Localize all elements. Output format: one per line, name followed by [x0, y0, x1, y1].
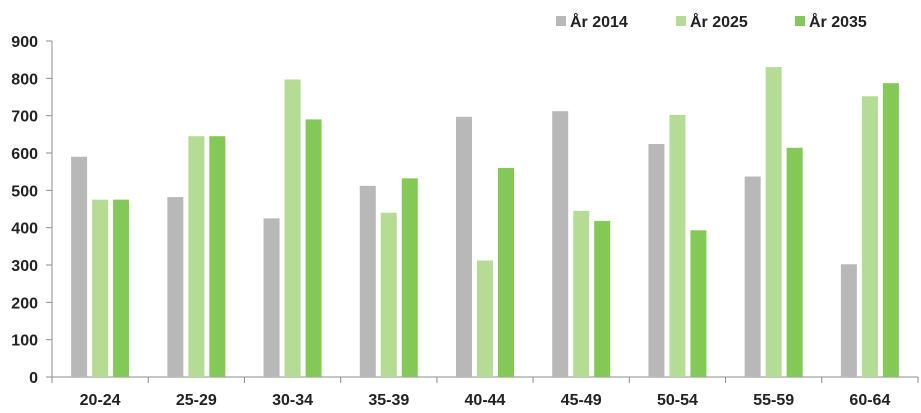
- bar-45-49-series-3: [594, 220, 611, 377]
- x-tick-label: 60-64: [849, 392, 890, 409]
- bar-35-39-series-3: [401, 178, 418, 377]
- bar-30-34-series-3: [305, 119, 322, 378]
- bar-20-24-series-2: [92, 199, 109, 377]
- y-tick-label: 0: [29, 370, 38, 387]
- bar-35-39-series-2: [380, 212, 397, 377]
- x-tick-label: 55-59: [753, 392, 794, 409]
- y-tick-label: 100: [11, 333, 38, 350]
- x-tick-label: 30-34: [272, 392, 313, 409]
- y-tick-label: 400: [11, 221, 38, 238]
- bar-30-34-series-1: [263, 218, 280, 377]
- bar-55-59-series-2: [765, 67, 782, 377]
- y-tick-label: 800: [11, 71, 38, 88]
- bar-50-54-series-1: [648, 144, 665, 377]
- x-tick-label: 20-24: [80, 392, 121, 409]
- x-axis: 20-24 25-29 30-34 35-39 40-44 45-49 50-54 55-59…: [51, 376, 919, 409]
- legend-swatch: [795, 16, 805, 26]
- bar-60-64-series-1: [840, 264, 857, 377]
- bar-25-29-series-3: [209, 136, 226, 377]
- bar-20-24-series-3: [113, 199, 130, 377]
- bar-25-29-series-1: [167, 197, 184, 377]
- bar-40-44-series-1: [456, 116, 472, 377]
- y-tick-label: 900: [11, 34, 38, 51]
- x-tick-label: 40-44: [465, 392, 506, 409]
- bar-55-59-series-1: [744, 176, 761, 377]
- y-tick-label: 200: [11, 295, 38, 312]
- legend-swatch: [676, 16, 686, 26]
- bar-45-49-series-1: [552, 111, 569, 377]
- bar-60-64-series-2: [861, 96, 878, 378]
- bar-30-34-series-2: [284, 79, 301, 377]
- bar-50-54-series-2: [669, 114, 686, 378]
- bar-60-64-series-3: [882, 83, 899, 377]
- y-tick-label: 500: [11, 183, 38, 200]
- y-axis: 0 100 200 300 400 500 600 700 800 900: [11, 34, 53, 387]
- legend-swatch: [556, 16, 566, 26]
- bar-20-24-series-1: [71, 156, 88, 377]
- y-tick-label: 600: [11, 146, 38, 163]
- legend-label: År 2025: [690, 12, 748, 31]
- x-tick-label: 50-54: [657, 392, 698, 409]
- legend: År 2014 År 2025 År 2035: [556, 12, 867, 31]
- bars: [71, 67, 899, 378]
- y-tick-label: 300: [11, 258, 38, 275]
- bar-40-44-series-2: [477, 260, 493, 377]
- bar-45-49-series-2: [573, 210, 590, 377]
- legend-label: År 2014: [570, 12, 628, 31]
- x-tick-label: 45-49: [561, 392, 602, 409]
- y-tick-label: 700: [11, 109, 38, 126]
- bar-55-59-series-3: [786, 147, 803, 377]
- bar-40-44-series-3: [498, 167, 514, 377]
- x-tick-label: 35-39: [368, 392, 409, 409]
- bar-25-29-series-2: [188, 136, 205, 377]
- x-tick-label: 25-29: [176, 392, 217, 409]
- legend-label: År 2035: [809, 12, 867, 31]
- bar-35-39-series-1: [359, 185, 376, 377]
- bar-50-54-series-3: [690, 230, 707, 377]
